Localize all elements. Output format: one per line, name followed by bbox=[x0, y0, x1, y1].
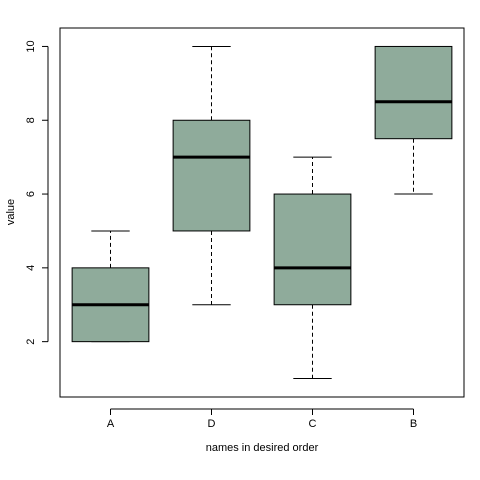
y-axis-title: value bbox=[5, 199, 17, 225]
box-A bbox=[71, 230, 150, 343]
box-D bbox=[172, 45, 251, 306]
x-tick-label-A: A bbox=[107, 418, 115, 430]
box-body-C bbox=[273, 193, 352, 306]
x-axis-title: names in desired order bbox=[206, 442, 319, 454]
y-tick-label-4: 4 bbox=[25, 265, 37, 271]
box-C bbox=[273, 156, 352, 380]
box-B bbox=[374, 45, 453, 195]
x-tick-label-B: B bbox=[410, 418, 417, 430]
y-tick-label-2: 2 bbox=[25, 339, 37, 345]
box-body-B bbox=[374, 45, 453, 140]
y-tick-label-10: 10 bbox=[25, 40, 37, 52]
x-tick-label-C: C bbox=[309, 418, 317, 430]
x-tick-label-D: D bbox=[208, 418, 216, 430]
plot-frame bbox=[59, 27, 465, 398]
y-tick-label-6: 6 bbox=[25, 191, 37, 197]
box-body-D bbox=[172, 119, 251, 232]
y-tick-label-8: 8 bbox=[25, 117, 37, 123]
